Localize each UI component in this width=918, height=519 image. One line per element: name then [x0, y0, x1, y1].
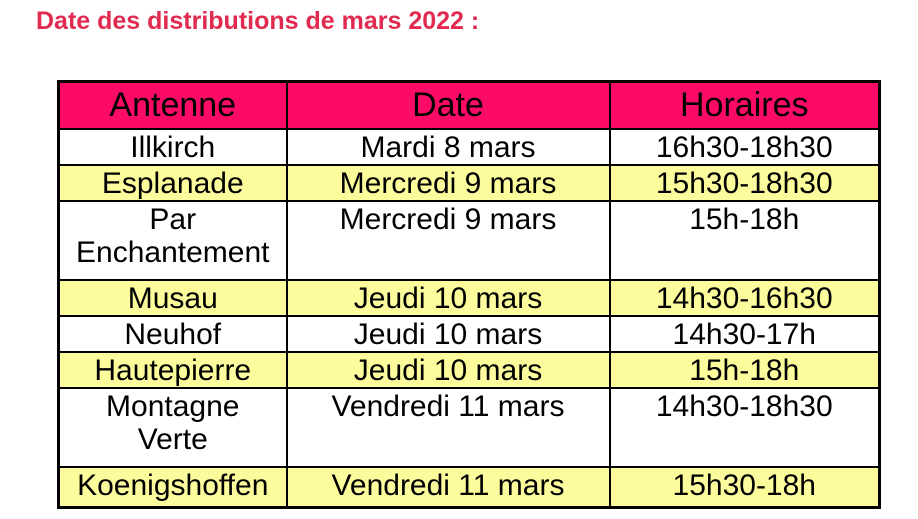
- table-row: Esplanade Mercredi 9 mars 15h30-18h30: [57, 163, 881, 202]
- cell-antenne: Musau: [57, 278, 288, 317]
- page-title: Date des distributions de mars 2022 :: [36, 7, 480, 35]
- cell-horaires: 15h30-18h: [608, 465, 881, 509]
- cell-date: Mardi 8 mars: [285, 127, 611, 166]
- column-header-antenne: Antenne: [57, 80, 288, 130]
- cell-antenne: Par Enchantement: [57, 199, 288, 281]
- cell-antenne: Illkirch: [57, 127, 288, 166]
- cell-horaires: 16h30-18h30: [608, 127, 881, 166]
- cell-date: Vendredi 11 mars: [285, 386, 611, 468]
- table-row: Hautepierre Jeudi 10 mars 15h-18h: [57, 350, 881, 389]
- cell-date: Jeudi 10 mars: [285, 278, 611, 317]
- cell-antenne: Neuhof: [57, 314, 288, 353]
- cell-antenne: Koenigshoffen: [57, 465, 288, 509]
- table-row: Par Enchantement Mercredi 9 mars 15h-18h: [57, 199, 881, 281]
- distribution-schedule-table: Antenne Date Horaires Illkirch Mardi 8 m…: [57, 80, 881, 509]
- cell-horaires: 15h30-18h30: [608, 163, 881, 202]
- cell-date: Vendredi 11 mars: [285, 465, 611, 509]
- table-row: Koenigshoffen Vendredi 11 mars 15h30-18h: [57, 465, 881, 509]
- cell-horaires: 14h30-17h: [608, 314, 881, 353]
- cell-date: Jeudi 10 mars: [285, 314, 611, 353]
- table-body: Illkirch Mardi 8 mars 16h30-18h30 Esplan…: [57, 127, 881, 509]
- table-header: Antenne Date Horaires: [57, 80, 881, 130]
- cell-antenne: Esplanade: [57, 163, 288, 202]
- cell-date: Jeudi 10 mars: [285, 350, 611, 389]
- cell-antenne: Montagne Verte: [57, 386, 288, 468]
- cell-date: Mercredi 9 mars: [285, 199, 611, 281]
- cell-horaires: 15h-18h: [608, 350, 881, 389]
- table-row: Illkirch Mardi 8 mars 16h30-18h30: [57, 127, 881, 166]
- cell-horaires: 14h30-18h30: [608, 386, 881, 468]
- column-header-date: Date: [285, 80, 611, 130]
- table-header-row: Antenne Date Horaires: [57, 80, 881, 130]
- table-row: Montagne Verte Vendredi 11 mars 14h30-18…: [57, 386, 881, 468]
- cell-date: Mercredi 9 mars: [285, 163, 611, 202]
- column-header-horaires: Horaires: [608, 80, 881, 130]
- cell-horaires: 15h-18h: [608, 199, 881, 281]
- cell-antenne: Hautepierre: [57, 350, 288, 389]
- table-row: Neuhof Jeudi 10 mars 14h30-17h: [57, 314, 881, 353]
- cell-horaires: 14h30-16h30: [608, 278, 881, 317]
- table-row: Musau Jeudi 10 mars 14h30-16h30: [57, 278, 881, 317]
